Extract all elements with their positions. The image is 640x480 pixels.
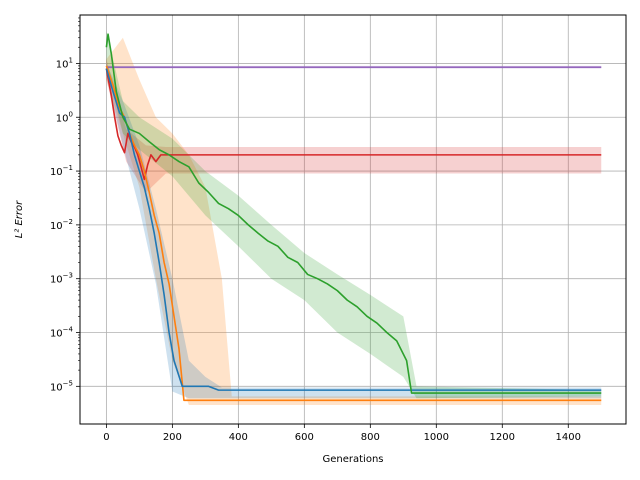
plot-frame bbox=[79, 14, 627, 425]
y-tick-base: 10 bbox=[56, 113, 69, 124]
series-4-band bbox=[106, 31, 602, 399]
y-tick-label: 100 bbox=[56, 110, 73, 124]
y-tick-base: 10 bbox=[50, 167, 63, 178]
x-tick-label: 400 bbox=[229, 432, 248, 443]
series-4-line bbox=[105, 33, 602, 394]
y-tick-label: 10−1 bbox=[50, 164, 73, 178]
x-tick-label: 0 bbox=[103, 432, 109, 443]
series-1-line bbox=[105, 68, 602, 181]
y-tick-base: 10 bbox=[56, 59, 69, 70]
series-1-band bbox=[106, 59, 602, 193]
y-tick-base: 10 bbox=[50, 382, 63, 393]
y-tick-exponent: −3 bbox=[63, 272, 73, 280]
y-tick-exponent: 0 bbox=[69, 110, 73, 118]
y-tick-exponent: −2 bbox=[63, 218, 73, 226]
series-3-line bbox=[105, 68, 602, 391]
x-axis-label: Generations bbox=[323, 454, 384, 465]
series-2-band bbox=[106, 37, 602, 405]
x-tick-label: 800 bbox=[361, 432, 380, 443]
y-tick-label: 10−4 bbox=[50, 326, 74, 340]
x-axis-ticks: 0 200 400 600 800 1000 1200 1400 bbox=[103, 424, 581, 443]
y-tick-exponent: −1 bbox=[63, 164, 73, 172]
y-tick-label: 10−5 bbox=[50, 379, 73, 393]
x-tick-label: 200 bbox=[163, 432, 182, 443]
series-lines bbox=[105, 33, 602, 402]
y-tick-label: 10−2 bbox=[50, 218, 73, 232]
y-tick-label: 10−3 bbox=[50, 272, 73, 286]
y-axis-label: L² Error bbox=[14, 200, 25, 238]
x-tick-label: 1000 bbox=[424, 432, 449, 443]
y-tick-exponent: 1 bbox=[69, 56, 73, 64]
y-tick-label: 101 bbox=[56, 56, 73, 70]
y-tick-exponent: −4 bbox=[63, 326, 74, 334]
plot-area bbox=[79, 14, 627, 425]
x-tick-label: 600 bbox=[295, 432, 314, 443]
y-tick-base: 10 bbox=[50, 329, 63, 340]
x-tick-label: 1400 bbox=[556, 432, 581, 443]
grid-lines bbox=[80, 15, 626, 424]
y-tick-base: 10 bbox=[50, 221, 63, 232]
y-tick-base: 10 bbox=[50, 275, 63, 286]
plot-background bbox=[80, 15, 626, 424]
y-tick-exponent: −5 bbox=[63, 379, 73, 387]
x-tick-label: 1200 bbox=[490, 432, 515, 443]
